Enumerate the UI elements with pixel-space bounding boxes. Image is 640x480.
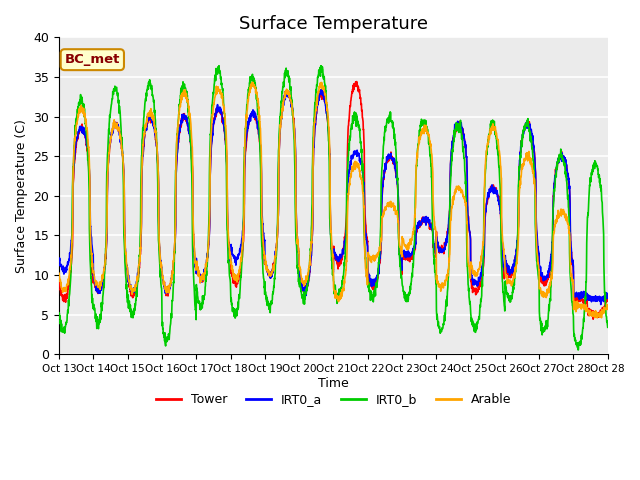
X-axis label: Time: Time bbox=[318, 377, 349, 390]
Y-axis label: Surface Temperature (C): Surface Temperature (C) bbox=[15, 119, 28, 273]
Title: Surface Temperature: Surface Temperature bbox=[239, 15, 428, 33]
Text: BC_met: BC_met bbox=[65, 53, 120, 66]
Legend: Tower, IRT0_a, IRT0_b, Arable: Tower, IRT0_a, IRT0_b, Arable bbox=[150, 388, 516, 411]
